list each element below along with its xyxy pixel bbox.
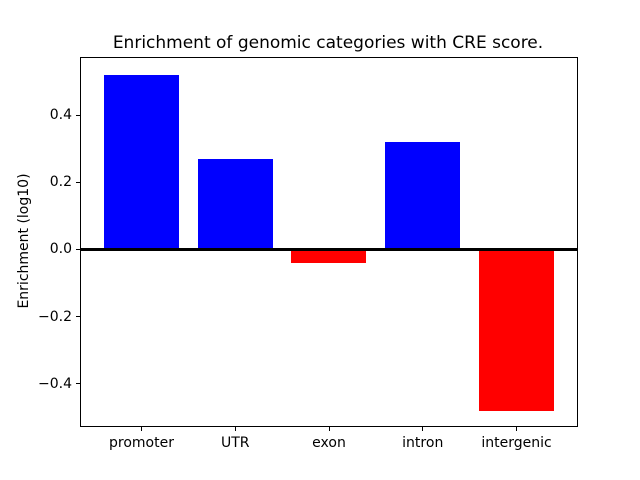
x-tick-label-exon: exon [312, 435, 346, 451]
y-tick-mark [76, 383, 80, 385]
y-tick-label: 0.2 [49, 174, 72, 191]
y-tick-mark [76, 114, 80, 116]
x-tick-label-intergenic: intergenic [481, 435, 552, 451]
x-tick-mark [328, 427, 330, 431]
bar-promoter [103, 74, 179, 250]
chart-title: Enrichment of genomic categories with CR… [112, 33, 544, 53]
bar-UTR [197, 158, 273, 250]
x-tick-label-intron: intron [402, 435, 444, 451]
x-tick-label-UTR: UTR [220, 435, 250, 451]
plot-area [80, 57, 578, 427]
bar-intergenic [479, 249, 555, 411]
bar-intron [385, 141, 461, 250]
y-tick-label: −0.2 [38, 308, 72, 325]
x-tick-mark [234, 427, 236, 431]
x-tick-mark [140, 427, 142, 431]
y-tick-mark [76, 248, 80, 250]
x-tick-label-promoter: promoter [108, 435, 174, 451]
y-tick-label: 0.0 [49, 241, 72, 258]
y-tick-label: −0.4 [38, 375, 72, 392]
y-tick-label: 0.4 [49, 107, 72, 124]
zero-line [81, 247, 577, 251]
x-tick-mark [422, 427, 424, 431]
y-tick-mark [76, 316, 80, 318]
x-tick-mark [516, 427, 518, 431]
bar-exon [291, 249, 367, 263]
y-tick-mark [76, 181, 80, 183]
